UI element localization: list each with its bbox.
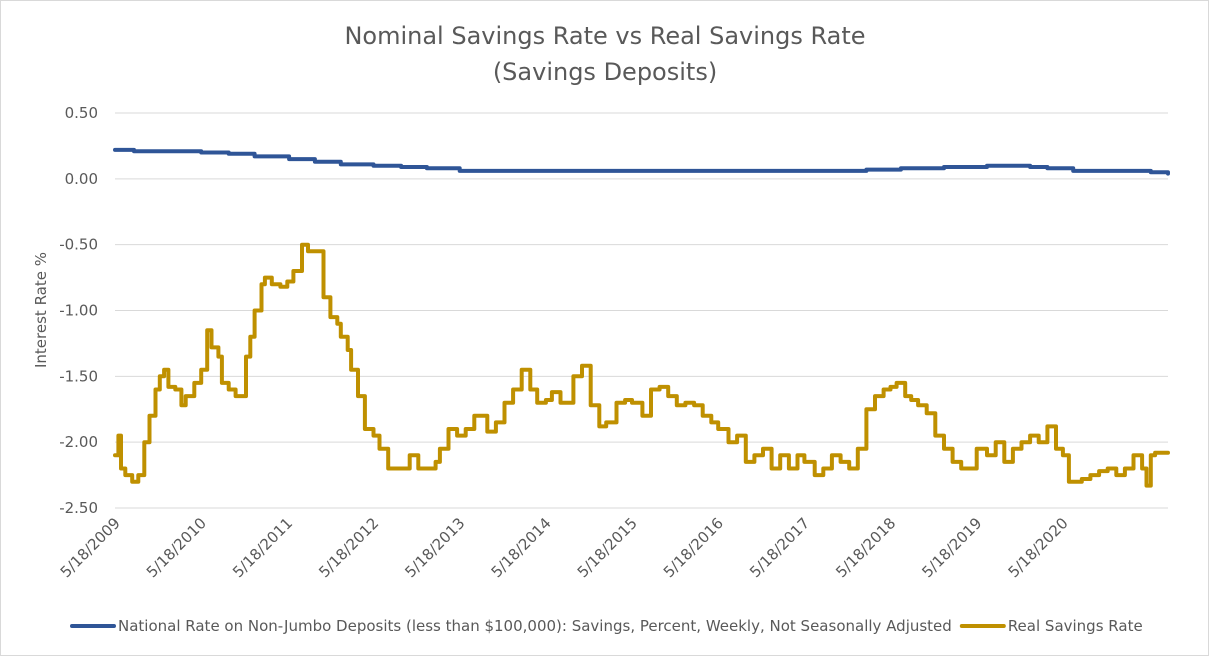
y-tick-label: -0.50	[59, 236, 98, 254]
x-tick-label: 5/18/2010	[143, 514, 210, 581]
chart-title: Nominal Savings Rate vs Real Savings Rat…	[344, 22, 865, 50]
y-tick-label: 0.50	[65, 104, 98, 122]
legend: National Rate on Non-Jumbo Deposits (les…	[70, 617, 1143, 635]
x-tick-label: 5/18/2009	[57, 514, 124, 581]
x-axis-ticks: 5/18/2009 5/18/2010 5/18/2011 5/18/2012 5/18…	[57, 514, 1072, 581]
series-line-2	[113, 242, 1170, 488]
chart-subtitle: (Savings Deposits)	[493, 58, 717, 86]
y-tick-label: -1.50	[59, 367, 98, 385]
plot-area	[113, 147, 1170, 488]
x-tick-label: 5/18/2011	[229, 514, 296, 581]
x-tick-label: 5/18/2013	[401, 514, 468, 581]
x-tick-label: 5/18/2014	[488, 514, 555, 581]
x-tick-label: 5/18/2012	[315, 514, 382, 581]
x-tick-label: 5/18/2019	[918, 514, 985, 581]
y-tick-label: -2.50	[59, 499, 98, 517]
y-tick-label: 0.00	[65, 170, 98, 188]
legend-label: Real Savings Rate	[1008, 617, 1143, 635]
y-tick-label: -2.00	[59, 433, 98, 451]
legend-label: National Rate on Non-Jumbo Deposits (les…	[118, 617, 952, 635]
y-tick-label: -1.00	[59, 302, 98, 320]
y-axis-ticks: 0.50 0.00 -0.50 -1.00 -1.50 -2.00 -2.50	[59, 104, 98, 517]
x-tick-label: 5/18/2015	[574, 514, 641, 581]
x-tick-label: 5/18/2020	[1005, 514, 1072, 581]
x-tick-label: 5/18/2017	[746, 514, 813, 581]
x-tick-label: 5/18/2016	[660, 514, 727, 581]
series-line-1	[113, 147, 1170, 176]
y-axis-title: Interest Rate %	[32, 252, 50, 368]
legend-item-2: Real Savings Rate	[959, 617, 1143, 635]
x-tick-label: 5/18/2018	[832, 514, 899, 581]
legend-item-1: National Rate on Non-Jumbo Deposits (les…	[70, 617, 952, 635]
gridlines	[115, 112, 1168, 509]
